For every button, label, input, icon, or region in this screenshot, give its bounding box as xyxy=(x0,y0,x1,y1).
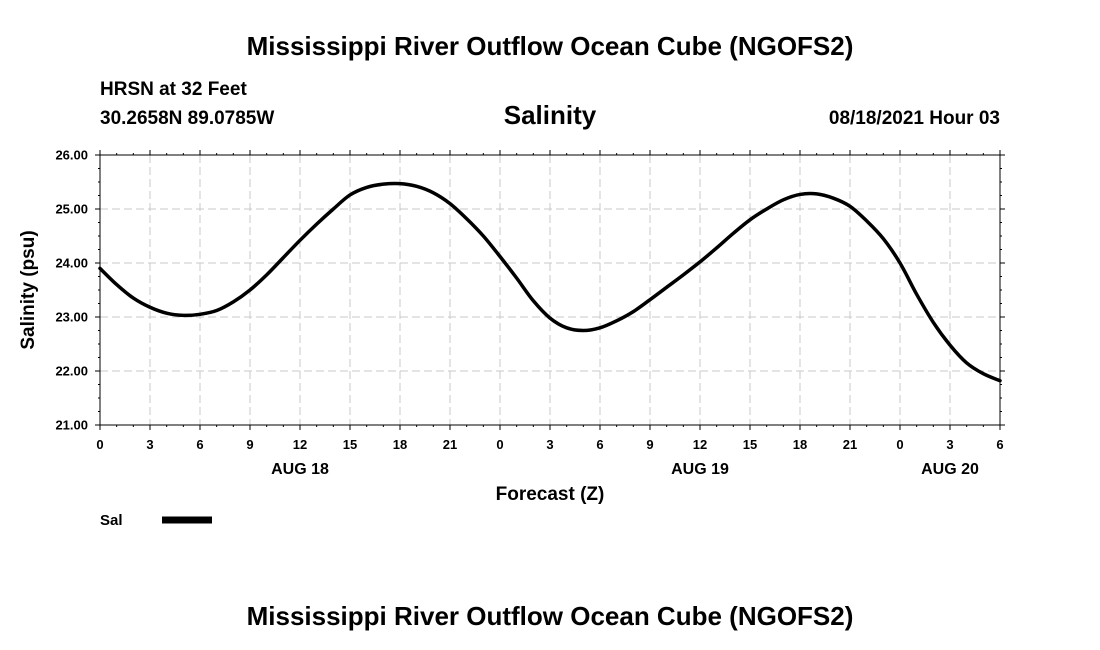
x-tick-label: 18 xyxy=(793,437,807,452)
x-tick-label: 21 xyxy=(443,437,457,452)
x-tick-label: 12 xyxy=(693,437,707,452)
y-tick-label: 23.00 xyxy=(55,310,88,325)
y-tick-label: 24.00 xyxy=(55,256,88,271)
x-tick-label: 6 xyxy=(196,437,203,452)
legend-label: Sal xyxy=(100,512,123,529)
x-tick-label: 9 xyxy=(646,437,653,452)
x-tick-label: 0 xyxy=(896,437,903,452)
day-labels: AUG 18 AUG 19 AUG 20 xyxy=(271,461,979,478)
x-tick-labels: 0 3 6 9 12 15 18 21 0 3 6 9 12 15 18 21 0 3 6 xyxy=(96,437,1003,452)
x-tick-label: 12 xyxy=(293,437,307,452)
x-tick-label: 21 xyxy=(843,437,857,452)
x-tick-label: 3 xyxy=(946,437,953,452)
x-tick-label: 6 xyxy=(996,437,1003,452)
x-tick-label: 15 xyxy=(343,437,357,452)
x-tick-label: 3 xyxy=(546,437,553,452)
gridlines xyxy=(100,155,1000,425)
x-axis-label: Forecast (Z) xyxy=(496,484,605,505)
datetime-label: 08/18/2021 Hour 03 xyxy=(829,108,1000,129)
x-tick-label: 9 xyxy=(246,437,253,452)
x-tick-label: 0 xyxy=(96,437,103,452)
y-tick-label: 22.00 xyxy=(55,364,88,379)
x-tick-label: 15 xyxy=(743,437,757,452)
axis-ticks xyxy=(95,150,1005,430)
variable-title: Salinity xyxy=(504,100,597,130)
chart-title-top: Mississippi River Outflow Ocean Cube (NG… xyxy=(247,31,854,61)
y-tick-label: 25.00 xyxy=(55,202,88,217)
x-tick-label: 18 xyxy=(393,437,407,452)
x-tick-label: 0 xyxy=(496,437,503,452)
y-tick-labels: 21.00 22.00 23.00 24.00 25.00 26.00 xyxy=(55,148,88,433)
y-tick-label: 21.00 xyxy=(55,418,88,433)
day-label: AUG 18 xyxy=(271,461,329,478)
chart-title-bottom: Mississippi River Outflow Ocean Cube (NG… xyxy=(247,601,854,631)
station-label: HRSN at 32 Feet xyxy=(100,79,247,100)
day-label: AUG 20 xyxy=(921,461,979,478)
y-axis-label: Salinity (psu) xyxy=(18,230,39,349)
x-tick-label: 3 xyxy=(146,437,153,452)
day-label: AUG 19 xyxy=(671,461,729,478)
x-tick-label: 6 xyxy=(596,437,603,452)
location-label: 30.2658N 89.0785W xyxy=(100,108,274,129)
salinity-series-line xyxy=(98,181,1002,383)
y-tick-label: 26.00 xyxy=(55,148,88,163)
